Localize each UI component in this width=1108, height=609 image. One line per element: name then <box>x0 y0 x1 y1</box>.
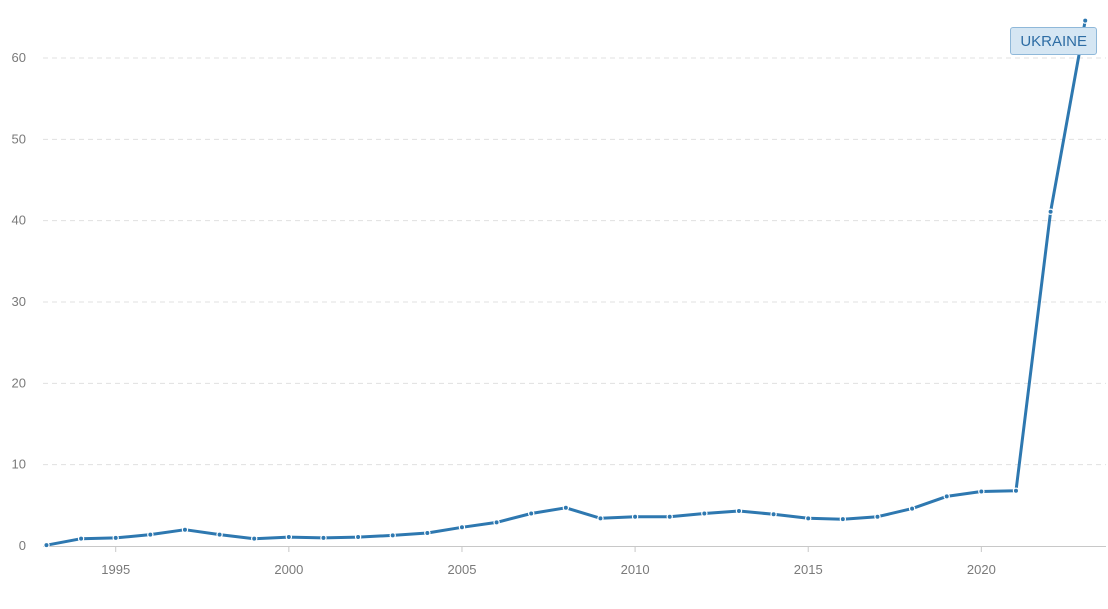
data-point[interactable] <box>978 488 985 495</box>
y-tick-label: 30 <box>12 294 26 309</box>
data-point[interactable] <box>631 513 639 520</box>
data-point[interactable] <box>285 533 293 541</box>
data-point[interactable] <box>874 513 881 520</box>
x-tick-label: 2020 <box>967 562 996 577</box>
data-point[interactable] <box>839 515 847 523</box>
data-point[interactable] <box>666 513 673 520</box>
data-point[interactable] <box>493 519 500 526</box>
data-point[interactable] <box>1047 208 1054 215</box>
series-layer <box>43 17 1089 549</box>
data-point[interactable] <box>805 515 812 522</box>
data-point[interactable] <box>181 526 189 533</box>
data-point[interactable] <box>597 515 604 522</box>
data-point[interactable] <box>562 504 570 511</box>
data-point[interactable] <box>251 535 258 542</box>
data-point[interactable] <box>1082 17 1089 24</box>
y-tick-label: 50 <box>12 131 26 146</box>
x-tick-label: 2015 <box>794 562 823 577</box>
y-tick-label: 20 <box>12 375 26 390</box>
data-point[interactable] <box>458 524 466 531</box>
data-point[interactable] <box>320 534 327 542</box>
data-point[interactable] <box>43 541 50 549</box>
data-point[interactable] <box>701 510 708 517</box>
x-tick-label: 1995 <box>101 562 130 577</box>
x-tick-label: 2000 <box>274 562 303 577</box>
data-point[interactable] <box>424 529 431 537</box>
axis-layer: 0 10 20 30 40 50 60 1995 2000 2005 2010 2015 2020 <box>12 50 1106 577</box>
y-tick-label: 60 <box>12 50 26 65</box>
x-tick-label: 2010 <box>621 562 650 577</box>
grid-layer <box>43 57 1106 466</box>
y-tick-label: 0 <box>19 538 26 553</box>
y-tick-label: 40 <box>12 213 26 228</box>
data-point[interactable] <box>77 535 85 542</box>
data-point[interactable] <box>908 505 916 512</box>
data-point[interactable] <box>1012 487 1020 494</box>
data-point[interactable] <box>112 534 119 542</box>
x-tick-label: 2005 <box>448 562 477 577</box>
data-point[interactable] <box>735 507 743 515</box>
data-point[interactable] <box>770 511 777 518</box>
legend-series-label[interactable]: UKRAINE <box>1010 27 1097 55</box>
data-point[interactable] <box>943 493 950 500</box>
data-point[interactable] <box>389 532 396 539</box>
data-point[interactable] <box>528 510 535 517</box>
series-line-ukraine <box>45 19 1087 547</box>
data-point[interactable] <box>147 531 154 538</box>
y-tick-label: 10 <box>12 457 26 472</box>
data-point[interactable] <box>354 533 362 541</box>
data-point[interactable] <box>216 531 223 538</box>
